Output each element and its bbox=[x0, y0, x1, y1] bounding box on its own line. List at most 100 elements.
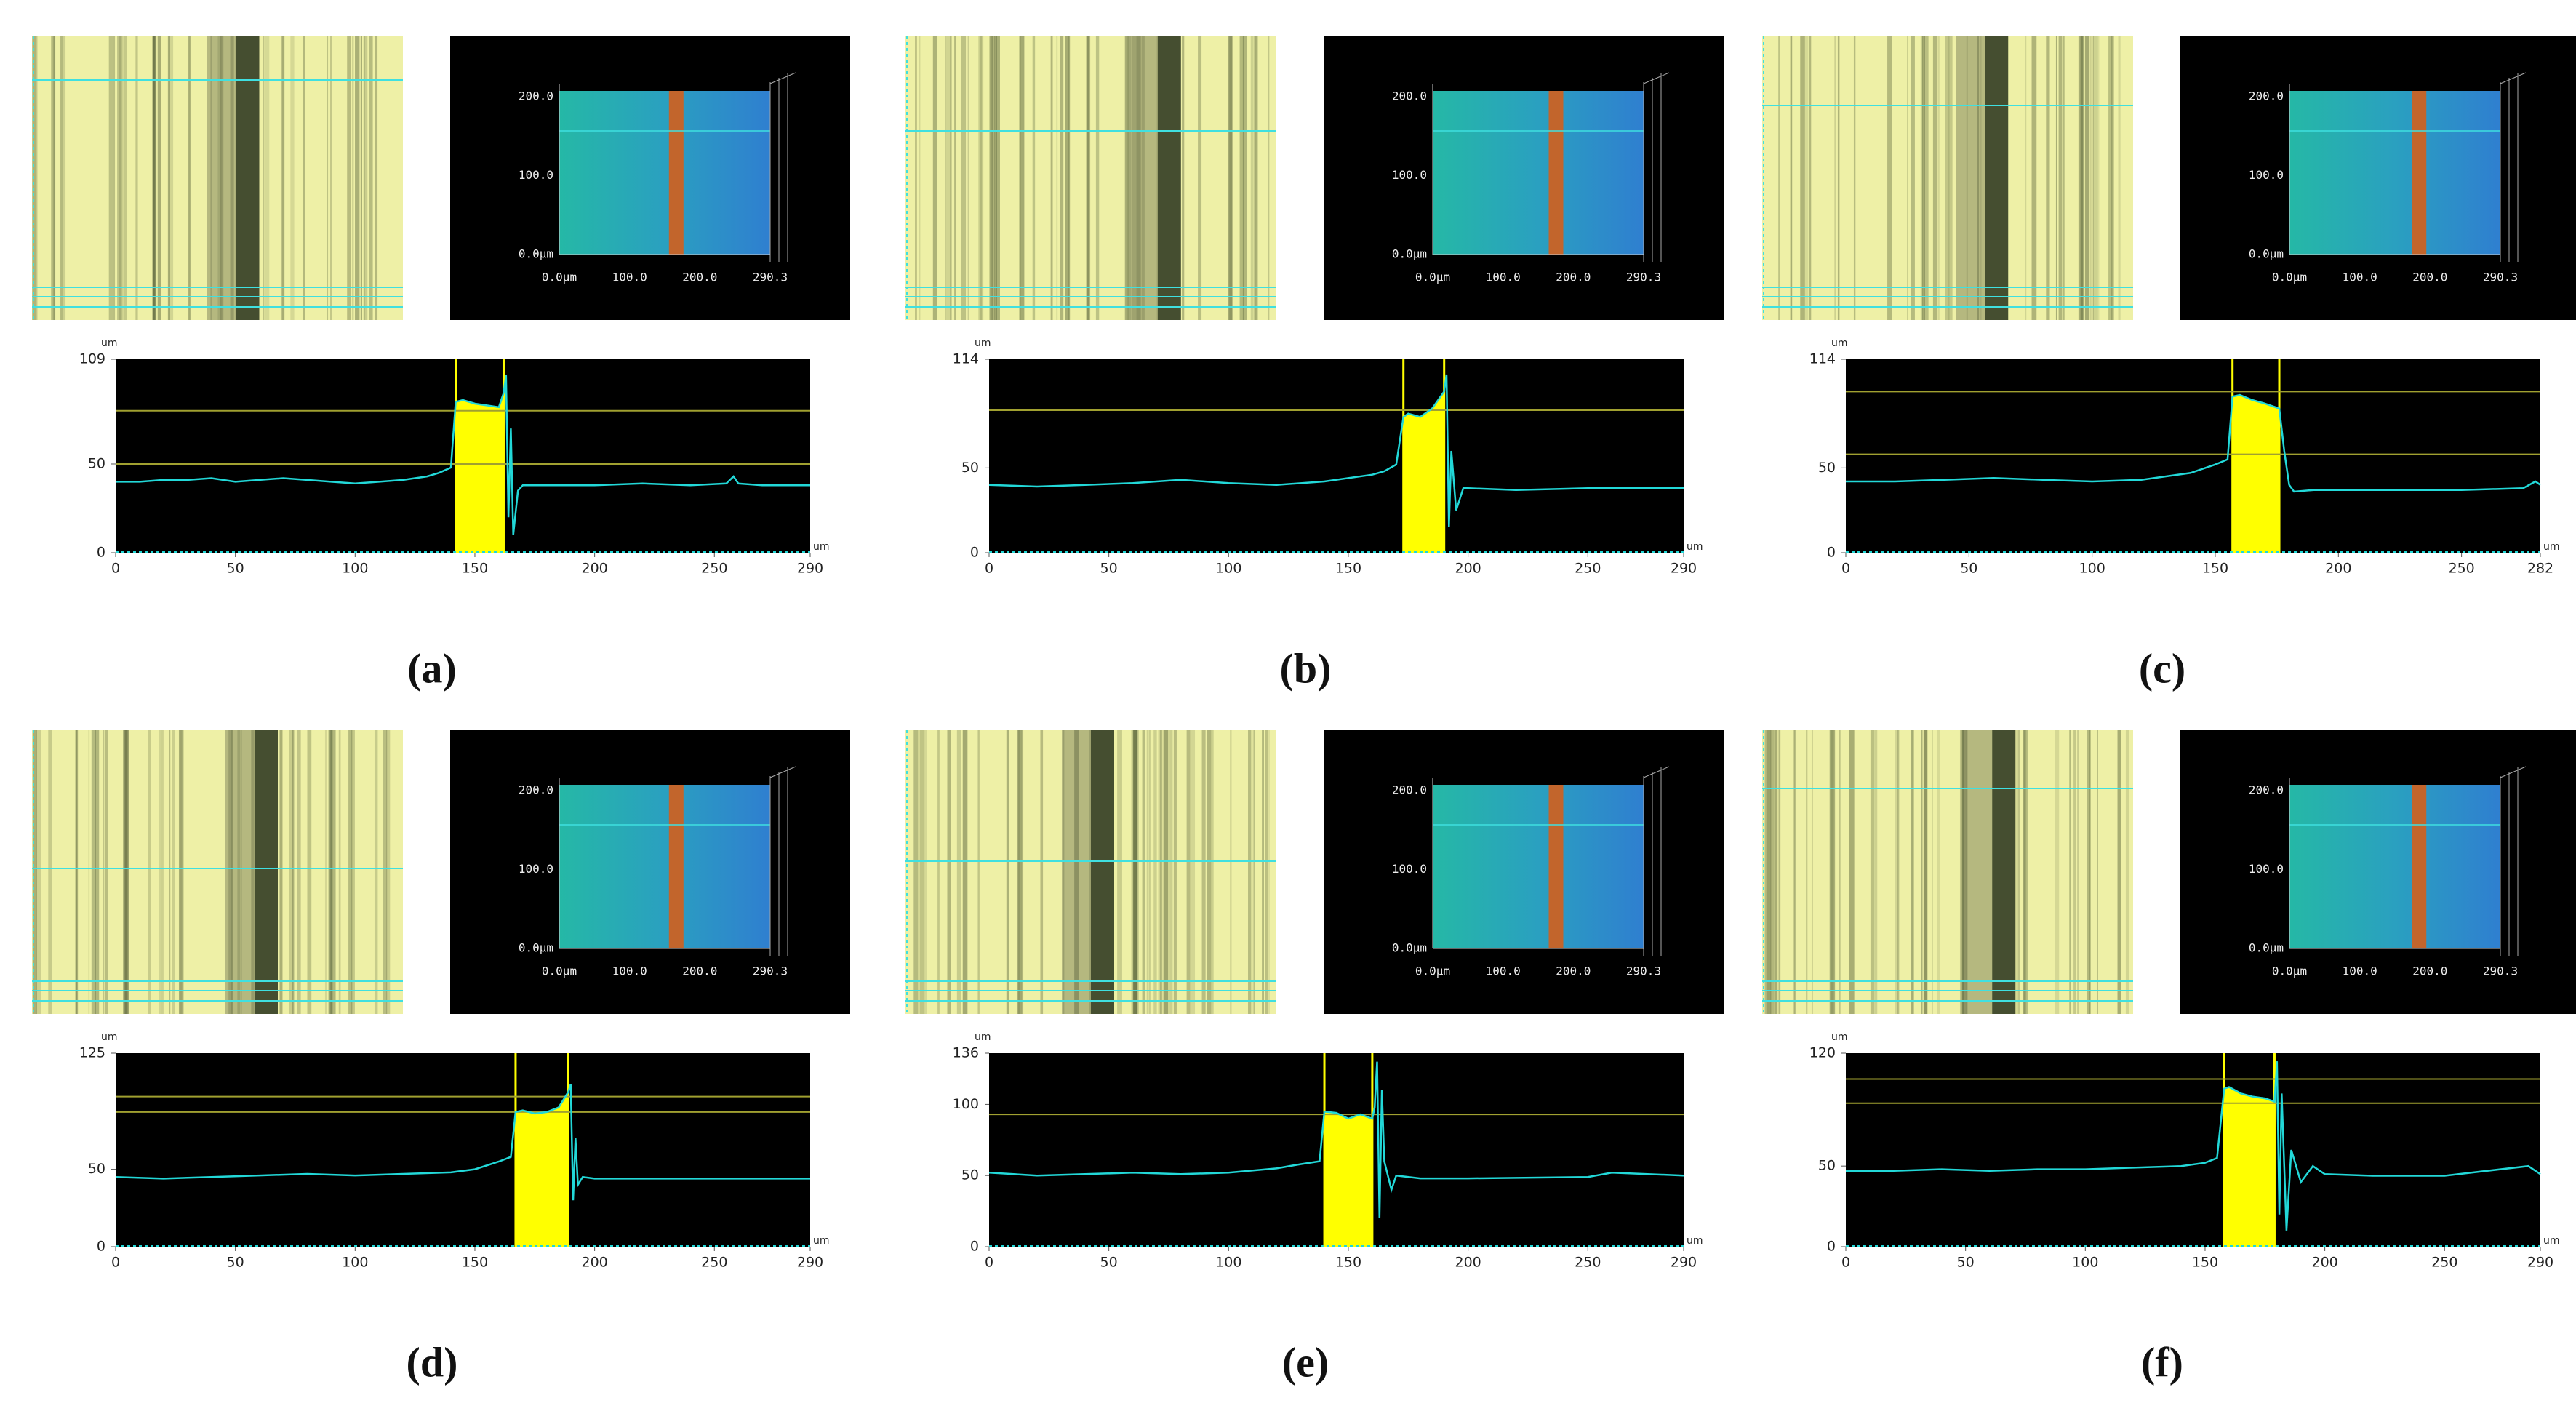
stripe bbox=[36, 730, 41, 1014]
stripe bbox=[329, 730, 333, 1014]
caption: (c) bbox=[2139, 644, 2185, 692]
stripe bbox=[108, 36, 113, 320]
stripe bbox=[324, 730, 327, 1014]
stripe bbox=[237, 730, 241, 1014]
y-tick-label: 50 bbox=[88, 1161, 105, 1177]
render-y-label: 100.0 bbox=[519, 862, 553, 876]
plot-area bbox=[1846, 359, 2540, 553]
stripe bbox=[363, 36, 368, 320]
render-x-label: 0.0µm bbox=[2272, 964, 2307, 978]
stripe bbox=[1207, 730, 1212, 1014]
stripe bbox=[60, 36, 66, 320]
stripe bbox=[32, 36, 36, 320]
stripe bbox=[1254, 36, 1258, 320]
stripe bbox=[292, 730, 295, 1014]
stripe bbox=[135, 36, 138, 320]
stripe bbox=[1834, 36, 1836, 320]
x-tick-label: 282 bbox=[2527, 561, 2553, 577]
stripe bbox=[1006, 730, 1009, 1014]
x-axis-unit: um bbox=[813, 1235, 830, 1247]
x-tick-label: 0 bbox=[1841, 561, 1850, 577]
x-tick-label: 100 bbox=[342, 561, 368, 577]
x-axis-unit: um bbox=[813, 541, 830, 553]
stripe bbox=[1146, 730, 1148, 1014]
stripe bbox=[220, 36, 224, 320]
highlight-area bbox=[455, 393, 504, 553]
render-y-label: 100.0 bbox=[519, 168, 553, 182]
profile-line bbox=[988, 1061, 1684, 1218]
stripe bbox=[1020, 36, 1021, 320]
stripe bbox=[1961, 730, 1964, 1014]
surface bbox=[2289, 91, 2500, 255]
stripe bbox=[950, 36, 952, 320]
stripe bbox=[251, 730, 255, 1014]
stripe bbox=[1212, 730, 1214, 1014]
plot-area bbox=[116, 1053, 810, 1247]
x-tick-label: 150 bbox=[462, 1255, 488, 1271]
x-tick-label: 290 bbox=[1671, 561, 1697, 577]
y-axis-unit: um bbox=[975, 1031, 991, 1043]
stripe bbox=[157, 36, 161, 320]
stripe bbox=[1190, 730, 1196, 1014]
stripe bbox=[2089, 36, 2092, 320]
stripe bbox=[91, 730, 96, 1014]
stripe bbox=[1132, 730, 1138, 1014]
stripe bbox=[1056, 36, 1058, 320]
profile-line bbox=[1846, 393, 2541, 493]
render-x-label: 290.3 bbox=[753, 964, 788, 978]
stripe bbox=[979, 36, 984, 320]
x-tick-label: 200 bbox=[2325, 561, 2351, 577]
y-tick-label: 50 bbox=[1818, 1158, 1836, 1174]
x-tick-label: 250 bbox=[701, 561, 727, 577]
render-x-label: 200.0 bbox=[2412, 964, 2447, 978]
render-x-label: 200.0 bbox=[2412, 271, 2447, 284]
y-tick-label: 0 bbox=[970, 545, 979, 561]
stripe bbox=[991, 36, 996, 320]
render-y-label: 0.0µm bbox=[2249, 941, 2284, 955]
stripe bbox=[978, 36, 983, 320]
y-tick-label: 120 bbox=[1809, 1045, 1836, 1061]
stripe bbox=[76, 730, 79, 1014]
stripe bbox=[148, 730, 151, 1014]
stripe bbox=[369, 36, 373, 320]
stripe bbox=[919, 36, 921, 320]
stripe bbox=[1829, 730, 1834, 1014]
x-tick-label: 100 bbox=[1215, 1255, 1241, 1271]
profile-line bbox=[115, 1084, 810, 1201]
stripe bbox=[167, 36, 170, 320]
stripe bbox=[1230, 730, 1232, 1014]
stripe bbox=[188, 36, 191, 320]
stripe bbox=[2031, 36, 2037, 320]
stripe bbox=[168, 36, 174, 320]
x-tick-label: 290 bbox=[797, 1255, 823, 1271]
stripe bbox=[994, 36, 997, 320]
stripe bbox=[179, 730, 183, 1014]
groove-edge bbox=[1062, 730, 1091, 1014]
stripe bbox=[1911, 730, 1914, 1014]
y-axis-unit: um bbox=[1831, 1031, 1848, 1043]
highlight-area bbox=[515, 1092, 569, 1247]
stripe bbox=[1870, 730, 1875, 1014]
stripe bbox=[1229, 36, 1233, 320]
stripe bbox=[1060, 36, 1064, 320]
stripe bbox=[119, 36, 124, 320]
render-x-label: 200.0 bbox=[1556, 271, 1591, 284]
stripe bbox=[1911, 36, 1915, 320]
stripe bbox=[947, 730, 951, 1014]
stripe bbox=[1124, 36, 1129, 320]
x-tick-label: 250 bbox=[2431, 1255, 2457, 1271]
render-frame bbox=[1643, 766, 1670, 778]
groove-edge bbox=[1956, 36, 1985, 320]
render-x-label: 0.0µm bbox=[1415, 271, 1450, 284]
render-y-label: 0.0µm bbox=[519, 941, 553, 955]
surface bbox=[2289, 785, 2500, 948]
stripe bbox=[2017, 730, 2020, 1014]
surface-groove bbox=[668, 91, 684, 255]
stripe bbox=[1937, 36, 1940, 320]
stripe bbox=[2058, 36, 2063, 320]
stripe bbox=[1248, 730, 1252, 1014]
surface bbox=[559, 91, 770, 255]
render-frame bbox=[2500, 766, 2527, 778]
groove bbox=[1985, 36, 2008, 320]
micrograph bbox=[905, 36, 1276, 320]
